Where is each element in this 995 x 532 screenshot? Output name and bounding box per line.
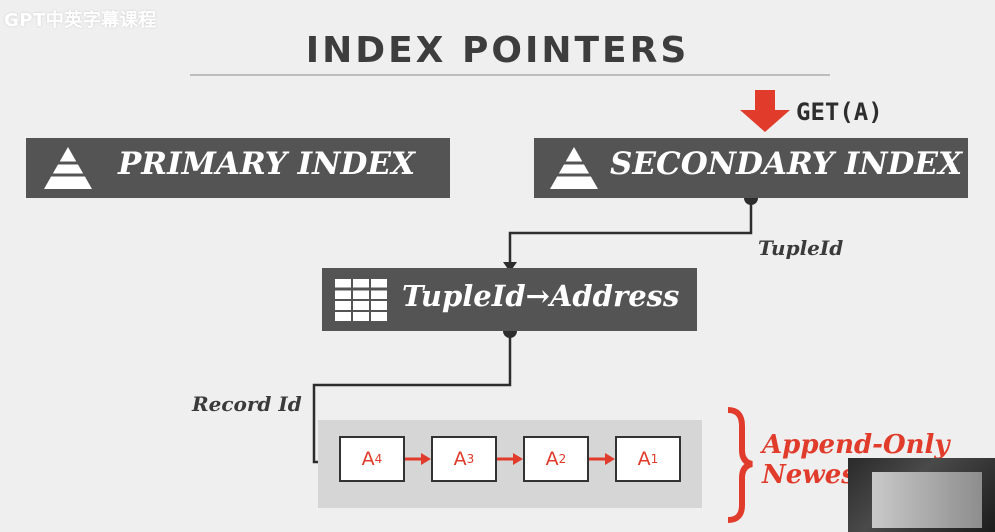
title-divider [190,74,830,76]
pyramid-icon [548,147,600,189]
get-request-label: GET(A) [796,98,883,126]
secondary-index-label: SECONDARY INDEX [610,146,963,182]
tuple-address-map-box: TupleId→Address [322,268,697,331]
table-grid-icon [335,279,387,321]
version-node-a1-label: A [637,448,651,470]
version-node-a1-sub: 1 [650,452,659,466]
version-node-a4-sub: 4 [374,452,383,466]
tupleid-edge-label: TupleId [758,236,844,260]
append-only-line2: Newes [762,460,856,490]
version-node-a4-label: A [361,448,375,470]
primary-index-label: PRIMARY INDEX [118,146,416,182]
append-only-line1: Append-Only [762,430,950,460]
version-node-a3-label: A [453,448,467,470]
slide-title: INDEX POINTERS [305,30,690,71]
pyramid-icon [42,147,94,189]
append-only-label: Append-Only Newes [762,430,949,490]
version-node-a2-label: A [545,448,559,470]
version-node-a2-sub: 2 [558,452,567,466]
curly-brace-icon [727,407,753,523]
tuple-address-map-label: TupleId→Address [402,279,680,313]
secondary-to-tuplemap-line [508,198,753,268]
version-node-a3-sub: 3 [466,452,475,466]
webcam-overlay [848,458,995,532]
secondary-index-box: SECONDARY INDEX [534,138,968,198]
watermark: GPT中英字幕课程 [4,10,157,31]
record-id-edge-label: Record Id [192,392,302,416]
down-arrow-icon [740,90,790,132]
primary-index-box: PRIMARY INDEX [26,138,450,198]
webcam-frame [872,472,982,528]
